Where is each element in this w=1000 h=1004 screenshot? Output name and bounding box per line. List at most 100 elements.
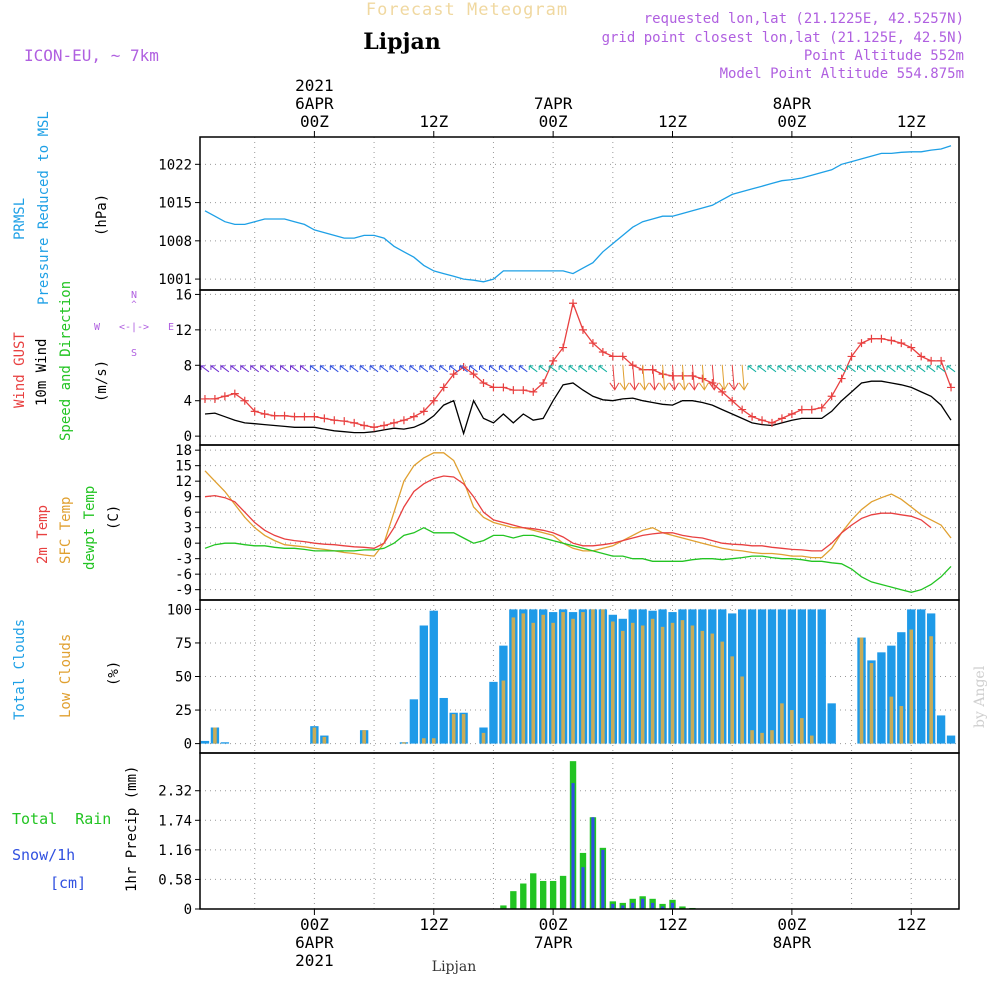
snow-bar (611, 903, 615, 909)
model-label: ICON-EU, ~ 7km (24, 46, 159, 65)
low-cloud-bar (402, 742, 406, 744)
wind-gust-line (205, 301, 952, 428)
wind-direction-arrow (669, 364, 679, 391)
gust-marker (290, 412, 299, 421)
rain-bar (520, 883, 527, 909)
pressure-ytick-label: 1015 (158, 196, 192, 212)
wind-direction-arrow (369, 365, 379, 373)
precipitation-ytick-label: 1.74 (158, 813, 192, 829)
snow-unit-label: [cm] (50, 874, 86, 892)
wind-direction-arrow (728, 364, 739, 391)
compass-e: E (168, 322, 174, 333)
wind-ytick-label: 12 (175, 323, 192, 339)
low-cloud-bar (531, 622, 536, 744)
total-cloud-bar (419, 625, 428, 744)
compass-n: N (131, 290, 137, 301)
low-cloud-bar (650, 618, 655, 744)
gust-marker (240, 396, 249, 405)
temp-labels: 2m Temp SFC Temp dewpt Temp (C) (35, 486, 122, 570)
pressure-unit: (hPa) (94, 194, 110, 236)
gust-marker (539, 379, 548, 387)
temperature-ytick-label: 15 (175, 459, 192, 475)
gust-marker (588, 339, 597, 348)
wind-direction-arrow (787, 365, 797, 373)
bottom-time-label: 00Z (777, 915, 806, 934)
wind-direction-arrow (568, 365, 578, 373)
total-cloud-bar (897, 632, 906, 744)
gust-marker (837, 374, 846, 383)
gust-marker (787, 410, 796, 418)
gust-marker (230, 389, 239, 398)
low-cloud-bar (889, 696, 894, 744)
top-time-label: 12Z (658, 112, 687, 131)
low-cloud-bar (511, 617, 516, 744)
pressure-frame (199, 136, 960, 291)
gust-marker (887, 336, 896, 345)
low-cloud-bar (521, 613, 526, 744)
low-cloud-bar (451, 714, 456, 744)
wind-direction-arrow (777, 365, 787, 373)
bottom-time-label: 6APR (295, 933, 334, 952)
total-cloud-bar (220, 742, 230, 744)
wind-direction-arrow (866, 365, 876, 373)
temperature-ytick-label: 6 (184, 505, 192, 521)
wind-direction-arrow (240, 365, 250, 373)
wind-direction-arrow (639, 364, 650, 391)
wind-ytick-label: 16 (175, 287, 192, 303)
low-cloud-bar (591, 609, 595, 744)
gust-marker (618, 352, 627, 361)
gust-marker (340, 417, 349, 426)
gust-marker (827, 392, 836, 401)
snow-bar (581, 867, 585, 909)
dewpt-label: dewpt Temp (82, 486, 98, 570)
gust-marker (758, 416, 767, 425)
gust-marker (429, 396, 438, 405)
low-cloud-bar (571, 618, 575, 744)
gust-marker (310, 412, 319, 421)
wind-direction-arrow (876, 365, 886, 373)
wind-dir-label: Speed and Direction (58, 281, 74, 441)
low-cloud-bar (690, 625, 695, 744)
rain-bar (510, 891, 517, 909)
precipitation-ytick-label: 0.58 (158, 872, 192, 888)
low-cloud-bar (541, 614, 545, 744)
wind-direction-arrow (319, 365, 329, 373)
precipitation-ytick-label: 1.16 (158, 843, 192, 859)
gust-marker (370, 423, 379, 432)
total-cloud-bar (439, 697, 448, 744)
pressure-labels: PRMSL Pressure Reduced to MSL (hPa) (12, 111, 110, 305)
wind-direction-arrow (419, 365, 429, 373)
low-cloud-bar (620, 630, 625, 744)
low-cloud-bar (790, 710, 794, 744)
compass-w: W (94, 322, 101, 333)
wind-direction-arrow (538, 365, 548, 373)
top-time-label: 00Z (539, 112, 568, 131)
chart-title: Forecast Meteogram (366, 0, 568, 20)
pressure-ytick-label: 1008 (158, 234, 192, 250)
low-cloud-bar (461, 714, 466, 744)
total-cloud-bar (747, 609, 757, 744)
low-cloud-bar (640, 625, 645, 744)
rain-bar (549, 880, 557, 909)
wind-direction-arrow (827, 365, 836, 373)
gust-marker (509, 386, 518, 395)
wind-direction-arrow (857, 365, 866, 373)
sfc-temp-line (204, 452, 952, 559)
total-cloud-bar (787, 609, 797, 744)
wind-direction-arrow (449, 365, 458, 373)
low-cloud-bar (431, 738, 436, 744)
gust-marker (210, 394, 219, 403)
total-cloud-bar (877, 652, 886, 744)
wind-direction-arrow (498, 365, 508, 373)
low-cloud-bar (362, 730, 366, 744)
total-cloud-bar (200, 740, 210, 744)
wind-labels: Wind GUST 10m Wind Speed and Direction (… (12, 281, 174, 441)
gust-marker (220, 392, 229, 401)
total-cloud-bar (777, 609, 787, 744)
wind-direction-arrow (886, 365, 896, 373)
gust-marker (330, 416, 339, 425)
bottom-time-label: 12Z (658, 915, 687, 934)
low-cloud-bar (720, 641, 725, 744)
low-cloud-bar (869, 663, 874, 744)
total-rain-label: Total Rain (12, 810, 111, 828)
